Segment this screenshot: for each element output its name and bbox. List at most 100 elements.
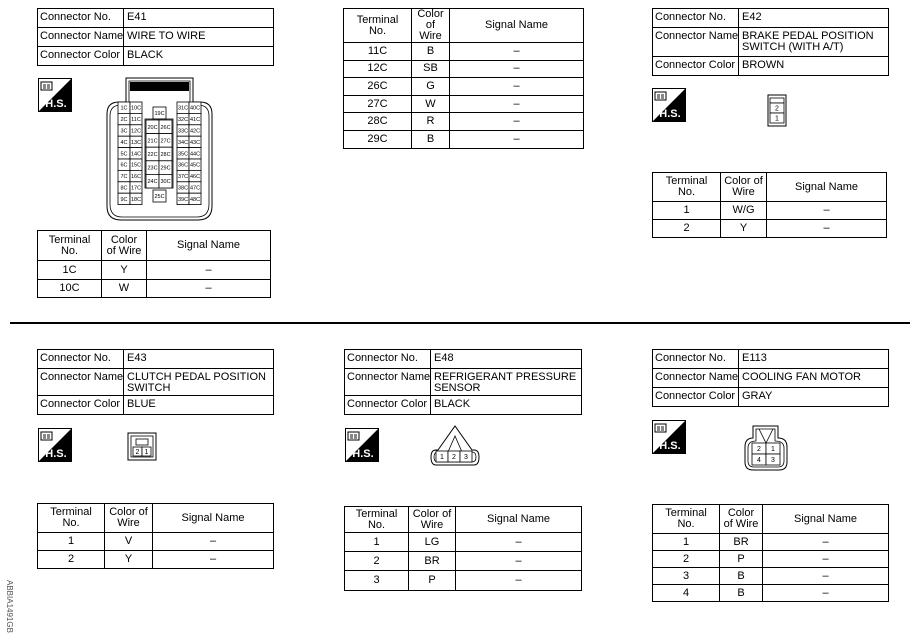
pin-cell: [158, 146, 173, 162]
terminal-color: B: [411, 42, 450, 61]
terminal-no: 11C: [343, 42, 412, 61]
info-label: Connector Color: [652, 387, 739, 407]
wire-color-header: Color of Wire: [101, 230, 147, 261]
pin-label: 34C: [178, 140, 188, 146]
terminal-signal: –: [766, 219, 887, 238]
terminal-no: 26C: [343, 77, 412, 96]
terminal-color: Y: [104, 550, 153, 569]
terminal-no: 2: [652, 550, 720, 568]
pin-label: 33C: [178, 128, 188, 134]
pin-cell: [176, 101, 190, 114]
pin-label: 1: [145, 449, 149, 456]
pin-label: 24C: [147, 179, 157, 185]
terminal-color: BR: [408, 551, 456, 571]
info-row: Connector No. E43: [37, 349, 274, 369]
info-row: Connector Color BLUE: [37, 395, 274, 415]
terminal-color: Y: [720, 219, 767, 238]
info-row: Connector Name WIRE TO WIRE: [37, 27, 274, 47]
terminal-row: 11C B –: [343, 42, 584, 61]
pin-cell: [129, 158, 143, 171]
info-label: Connector No.: [37, 349, 124, 369]
terminal-row: 2 Y –: [37, 550, 274, 569]
pin-cell: [152, 189, 167, 203]
terminal-color: Y: [101, 260, 147, 280]
terminal-signal: –: [146, 260, 271, 280]
terminal-signal: –: [766, 201, 887, 220]
terminal-header-row: Terminal No. Color of Wire Signal Name: [343, 8, 584, 43]
terminal-row: 4 B –: [652, 584, 889, 602]
terminal-signal: –: [449, 59, 584, 79]
wire-color-header: Color of Wire: [720, 172, 767, 202]
terminal-signal: –: [455, 570, 582, 591]
info-label: Connector Name: [344, 368, 431, 396]
wire-color-header: Color of Wire: [104, 503, 153, 533]
pin-label: 47C: [190, 185, 200, 191]
connector-face-e113: 2 1 4 3: [744, 425, 788, 471]
terminal-header-row: Terminal No. Color of Wire Signal Name: [652, 172, 887, 202]
pin-cell: [751, 453, 767, 466]
pin-cell: [176, 181, 190, 194]
terminal-row: 1C Y –: [37, 260, 271, 280]
pin-cell: [117, 101, 131, 114]
terminal-no: 1C: [37, 260, 102, 280]
terminal-no: 12C: [343, 59, 412, 79]
connector-info-table-e42: Connector No. E42 Connector Name BRAKE PEDA…: [652, 8, 889, 76]
pin-label: 20C: [147, 125, 157, 131]
info-value: WIRE TO WIRE: [123, 27, 274, 47]
pin-label: 41C: [190, 117, 200, 123]
info-row: Connector Name COOLING FAN MOTOR: [652, 368, 889, 388]
terminal-signal: –: [152, 550, 274, 569]
info-label: Connector No.: [652, 8, 739, 28]
terminal-color: W/G: [720, 201, 767, 220]
connector-face-e41: 1C 10C 31C 40C 2C 11C 32C 41C 3C 12C 33C 42C 4C 13C 34…: [106, 77, 213, 221]
terminal-row: 28C R –: [343, 112, 584, 131]
terminal-table-e48: Terminal No. Color of Wire Signal Name 1 LG –…: [344, 506, 582, 591]
info-value: BLUE: [123, 395, 274, 415]
terminal-signal: –: [449, 129, 584, 149]
pin-cell: [188, 113, 202, 126]
pin-label: 36C: [178, 163, 188, 169]
terminal-no: 1: [37, 532, 105, 551]
pin-cell: [188, 181, 202, 194]
info-label: Connector Name: [37, 368, 124, 396]
info-row: Connector Color BLACK: [37, 46, 274, 66]
terminal-header-row: Terminal No. Color of Wire Signal Name: [37, 230, 271, 261]
pin-cell: [176, 113, 190, 126]
pin-label: 4: [757, 457, 761, 464]
pin-cell: [129, 181, 143, 194]
terminal-signal: –: [455, 551, 582, 571]
harness-side-icon: H.S.: [38, 78, 72, 112]
terminal-signal: –: [762, 550, 889, 568]
pin-label: 8C: [120, 185, 127, 191]
terminal-color: B: [719, 567, 763, 585]
info-label: Connector No.: [344, 349, 431, 369]
pin-label: 7C: [120, 174, 127, 180]
connector-face-e48: 1 2 3: [430, 425, 480, 466]
pin-cell: [176, 135, 190, 148]
signal-name-header: Signal Name: [762, 504, 889, 534]
pin-label: 14C: [131, 151, 141, 157]
pin-label: 1: [771, 446, 775, 453]
pin-cell: [188, 101, 202, 114]
terminal-header-row: Terminal No. Color of Wire Signal Name: [344, 506, 582, 533]
info-row: Connector Name BRAKE PEDAL POSITION SWITC…: [652, 27, 889, 57]
connector-info-table-e48: Connector No. E48 Connector Name REFRIGERAN…: [344, 349, 582, 415]
wire-color-header: Color of Wire: [408, 506, 456, 533]
info-value: REFRIGERANT PRESSURE SENSOR: [430, 368, 582, 396]
pin-label: 16C: [131, 174, 141, 180]
terminal-color: G: [411, 77, 450, 96]
info-value: BLACK: [123, 46, 274, 66]
pin-label: 2C: [120, 117, 127, 123]
terminal-signal: –: [762, 533, 889, 551]
signal-name-header: Signal Name: [449, 8, 584, 43]
wire-color-header: Color of Wire: [411, 8, 450, 43]
terminal-row: 29C B –: [343, 129, 584, 149]
section-divider: [10, 322, 910, 324]
pin-cell: [117, 192, 131, 205]
pin-cell: [145, 173, 160, 189]
pin-label: 5C: [120, 151, 127, 157]
info-value: E43: [123, 349, 274, 369]
pin-cell: [158, 160, 173, 175]
pin-cell: [129, 113, 143, 126]
